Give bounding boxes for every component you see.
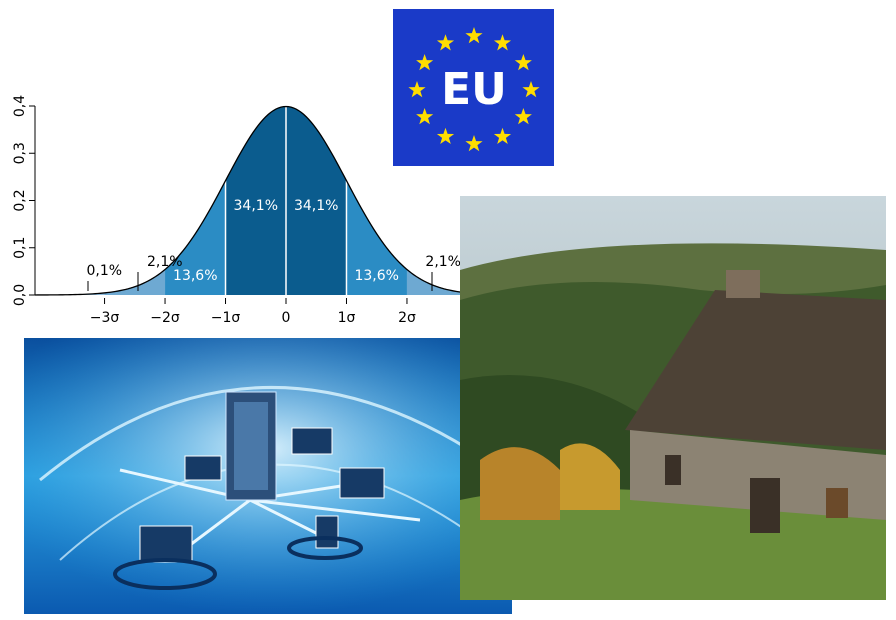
- collage: 0,1%2,1%13,6%34,1%34,1%13,6%2,1%0,00,10,…: [0, 0, 896, 620]
- landscape-photo: [460, 196, 886, 600]
- flag-text: EU: [441, 64, 507, 115]
- eu-flag: EU: [393, 9, 554, 166]
- network-image: [24, 338, 512, 614]
- images: EU: [0, 0, 896, 620]
